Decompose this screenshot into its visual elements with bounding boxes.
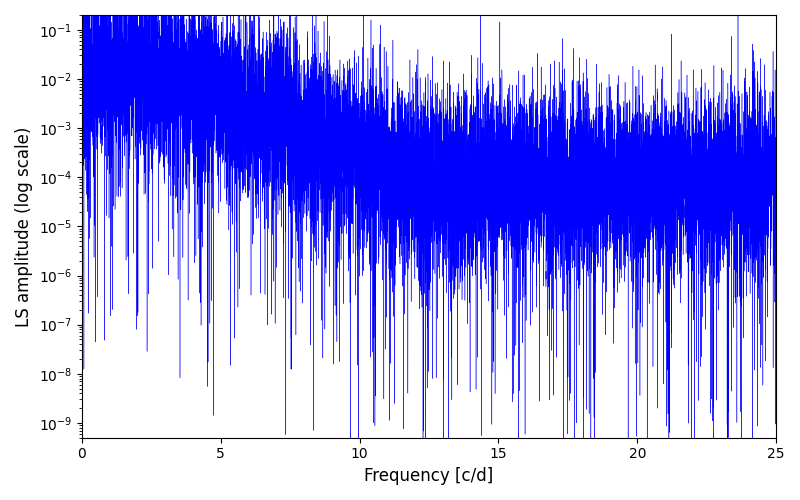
Y-axis label: LS amplitude (log scale): LS amplitude (log scale) bbox=[15, 126, 33, 326]
X-axis label: Frequency [c/d]: Frequency [c/d] bbox=[364, 467, 494, 485]
